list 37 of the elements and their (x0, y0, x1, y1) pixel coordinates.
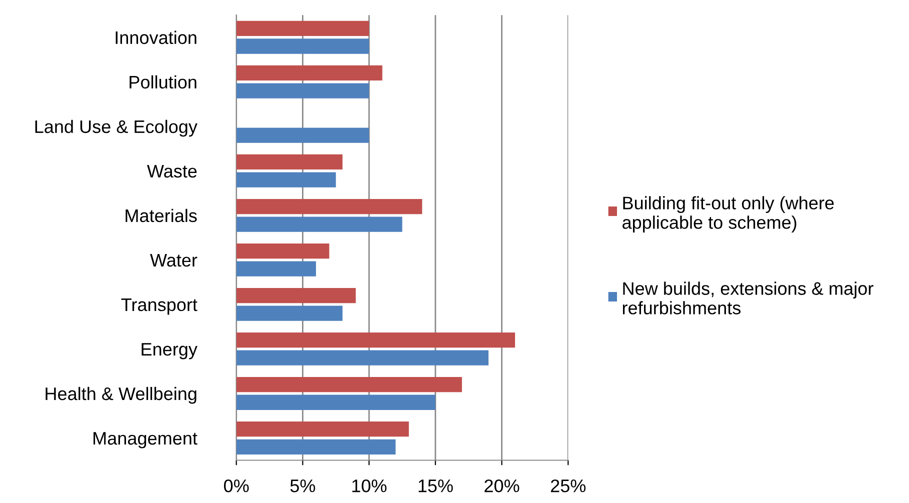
bar (236, 350, 488, 366)
x-tick-label: 15% (418, 480, 453, 492)
x-tick-label: 25% (550, 479, 586, 492)
bar (236, 172, 336, 188)
y-tick-label: Pollution (130, 75, 196, 89)
bar (236, 38, 370, 54)
bar (236, 243, 330, 259)
bar (236, 198, 422, 214)
legend-label: New builds, extensions & major refurbishments (622, 282, 874, 314)
x-tick-label: 5% (290, 480, 316, 492)
y-tick-label: Innovation (116, 30, 196, 44)
bar (236, 20, 370, 36)
bar (236, 216, 402, 232)
y-tick-label: Energy (142, 343, 198, 360)
bar (236, 288, 356, 304)
bar (236, 332, 516, 348)
x-tick-label: 0% (224, 479, 249, 492)
y-tick-label: Transport (121, 298, 198, 315)
y-tick-label: Water (150, 254, 198, 267)
y-tick-label: Health & Wellbeing (46, 386, 196, 404)
x-tick-label: 10% (352, 479, 386, 492)
bar (236, 83, 370, 98)
bar (236, 128, 370, 143)
bar (236, 261, 316, 276)
y-tick-label: Land Use & Ecology (35, 120, 198, 137)
x-tick-label: 20% (484, 479, 520, 492)
y-tick-label: Management (94, 432, 198, 448)
bar (236, 377, 462, 392)
bar (236, 422, 409, 437)
bar (236, 154, 343, 170)
bar (236, 439, 396, 454)
bar (236, 65, 382, 81)
legend-label: Building fit-out only (where applicable to scheme) (622, 196, 834, 232)
y-tick-label: Waste (147, 165, 197, 178)
bar (236, 394, 436, 410)
bar (236, 306, 343, 321)
y-tick-label: Materials (126, 208, 197, 222)
